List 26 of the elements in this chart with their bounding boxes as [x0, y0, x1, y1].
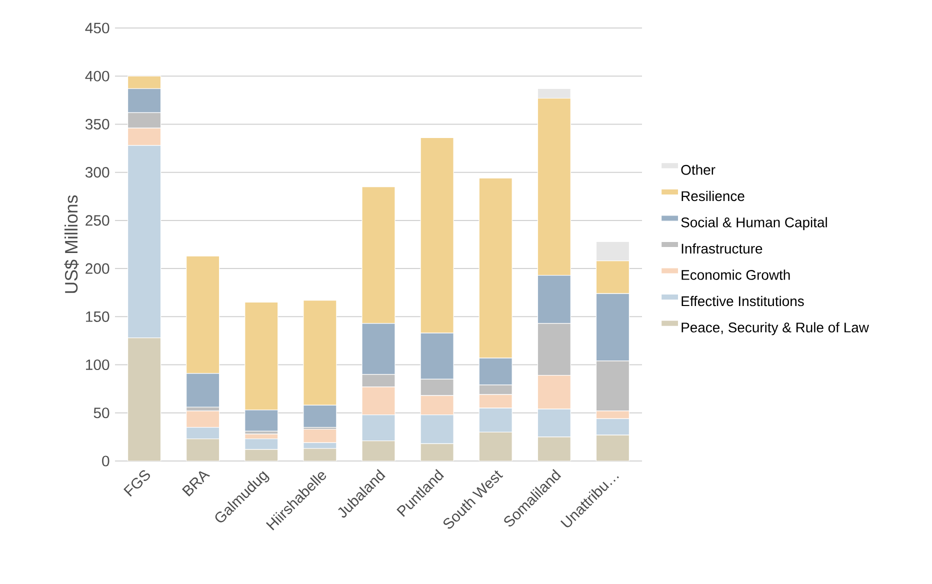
bar — [128, 338, 161, 461]
y-tick-label: 0 — [102, 456, 110, 466]
bar — [186, 438, 220, 461]
y-axis-title: US$ Millions — [64, 195, 79, 293]
y-tick-label: 200 — [86, 263, 110, 274]
y-tick-label: 300 — [85, 167, 110, 178]
bar — [596, 434, 630, 461]
y-tick-label: 100 — [86, 359, 110, 370]
y-tick-label: 400 — [85, 70, 110, 82]
legend-label: Other — [681, 164, 716, 175]
y-tick-label: 150 — [86, 311, 110, 322]
bar — [538, 436, 571, 461]
bar — [362, 440, 395, 461]
y-tick-label: 250 — [86, 215, 110, 226]
legend-label: Economic Growth — [682, 270, 790, 280]
bar — [420, 444, 454, 461]
legend-label: Social & Human Capital — [681, 217, 827, 230]
y-tick-label: 450 — [85, 22, 110, 34]
y-tick-label: 350 — [85, 118, 110, 130]
bar — [244, 449, 278, 461]
y-tick-label: 50 — [94, 408, 110, 418]
legend-label: Resilience — [682, 190, 744, 202]
legend-label: Infrastructure — [682, 243, 762, 254]
legend-label: Peace, Security & Rule of Law — [682, 322, 869, 336]
legend-label: Effective Institutions — [682, 296, 804, 306]
bar — [479, 432, 512, 461]
